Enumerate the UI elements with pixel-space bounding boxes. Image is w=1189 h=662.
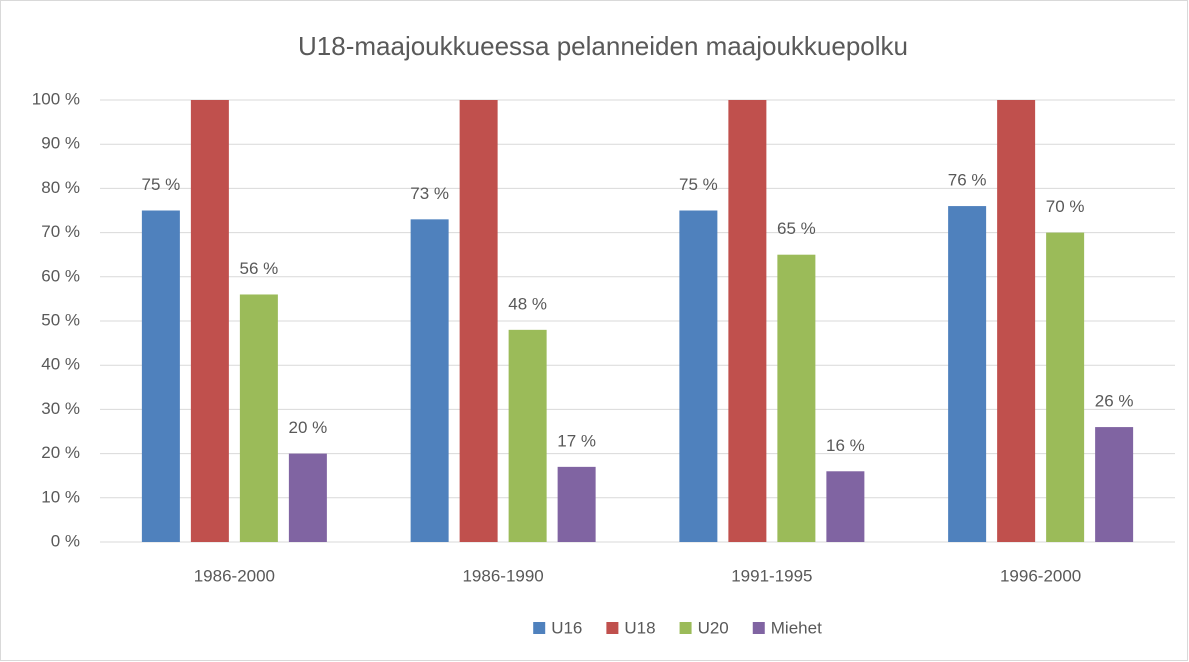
y-tick-label: 10 % xyxy=(41,487,80,506)
data-label: 56 % xyxy=(240,259,279,278)
bar xyxy=(190,100,229,542)
y-tick-label: 90 % xyxy=(41,134,80,153)
y-tick-label: 0 % xyxy=(51,531,80,550)
legend-swatch xyxy=(606,622,619,634)
y-tick-label: 60 % xyxy=(41,266,80,285)
bar xyxy=(826,471,865,542)
data-label: 17 % xyxy=(557,431,596,450)
bar xyxy=(141,210,180,542)
bar xyxy=(508,329,547,542)
y-tick-label: 20 % xyxy=(41,443,80,462)
data-label: 76 % xyxy=(948,171,987,190)
legend-label: U18 xyxy=(624,618,655,637)
legend-label: U20 xyxy=(698,618,729,637)
data-label: 20 % xyxy=(289,418,328,437)
bar xyxy=(948,206,987,542)
chart-title: U18-maajoukkueessa pelanneiden maajoukku… xyxy=(298,31,908,61)
y-tick-label: 100 % xyxy=(32,89,80,108)
y-tick-label: 50 % xyxy=(41,310,80,329)
data-label: 48 % xyxy=(508,294,547,313)
bar xyxy=(1046,232,1085,542)
data-label: 75 % xyxy=(142,175,181,194)
y-tick-label: 30 % xyxy=(41,399,80,418)
data-label: 26 % xyxy=(1095,392,1134,411)
legend-label: Miehet xyxy=(771,618,822,637)
x-tick-label: 1986-1990 xyxy=(462,566,543,585)
bar xyxy=(557,466,596,542)
data-label: 75 % xyxy=(679,175,718,194)
x-tick-label: 1986-2000 xyxy=(194,566,275,585)
legend-swatch xyxy=(533,622,546,634)
y-tick-label: 80 % xyxy=(41,178,80,197)
data-label: 73 % xyxy=(410,184,449,203)
bar xyxy=(997,100,1036,542)
data-label: 65 % xyxy=(777,219,816,238)
y-tick-label: 70 % xyxy=(41,222,80,241)
legend-swatch xyxy=(752,622,765,634)
legend-label: U16 xyxy=(551,618,582,637)
x-tick-label: 1991-1995 xyxy=(731,566,812,585)
bar xyxy=(679,210,718,542)
legend-swatch xyxy=(679,622,692,634)
bar xyxy=(728,100,767,542)
bar xyxy=(777,254,816,542)
bar xyxy=(459,100,498,542)
bar xyxy=(1095,427,1134,542)
bar xyxy=(288,453,327,542)
bar xyxy=(239,294,278,542)
y-tick-label: 40 % xyxy=(41,355,80,374)
bar xyxy=(410,219,449,542)
x-tick-label: 1996-2000 xyxy=(1000,566,1081,585)
data-label: 16 % xyxy=(826,436,865,455)
data-label: 70 % xyxy=(1046,197,1085,216)
